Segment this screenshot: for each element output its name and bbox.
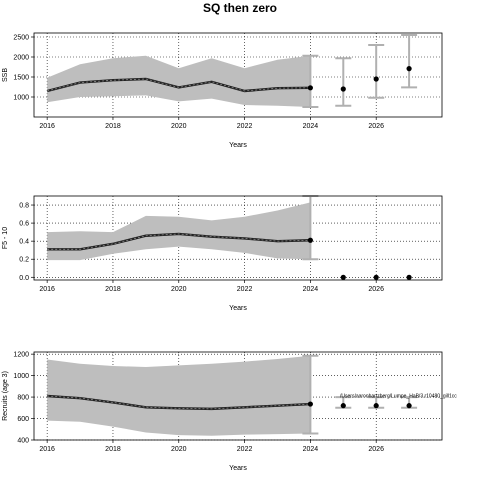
fishing-mortality-axes: 2016 2018 2020 2022 2024 2026 0.0 0.2 0.4 0.6 0.8 (19, 195, 443, 293)
recruits-x-tick-label: 2024 (303, 446, 319, 453)
fishing-mortality-median-dash (47, 233, 311, 250)
recruits-projection-point (406, 403, 412, 409)
recruits-band (47, 355, 311, 436)
ssb-projection-point (406, 66, 412, 72)
fishing-mortality-projection-point (340, 274, 346, 280)
ssb-panel: 2016 2018 2020 2022 2024 2026 1000 1500 2000 2500… (2, 32, 443, 149)
fishing-mortality-x-tick-label: 2024 (303, 286, 319, 293)
fishing-mortality-series (47, 195, 412, 280)
main-title: SQ then zero (203, 1, 277, 15)
recruits-plot-frame (33, 351, 443, 441)
recruits-annotation: /Users/aaronhartzberg/Lumpe_HaB/3.r10480… (340, 394, 457, 400)
recruits-x-tick-label: 2016 (39, 446, 55, 453)
fishing-mortality-y-tick-label: 0.0 (19, 275, 29, 282)
recruits-confidence-band (47, 355, 311, 436)
ssb-median-dash (47, 78, 311, 92)
recruits-series (47, 354, 418, 435)
ssb-x-tick-label: 2024 (303, 123, 319, 130)
fishing-mortality-x-tick-label: 2020 (171, 286, 187, 293)
fishing-mortality-plot-frame (33, 195, 443, 281)
recruits-y-tick-label: 1200 (13, 352, 29, 359)
ssb-projection-point (340, 86, 346, 92)
recruits-projection-point (373, 403, 379, 409)
ssb-y-axis-label: SSB (2, 68, 9, 82)
fishing-mortality-x-tick-label: 2018 (105, 286, 121, 293)
ssb-projection-point (307, 85, 313, 91)
recruits-x-tick-label: 2020 (171, 446, 187, 453)
ssb-y-tick-label: 1500 (13, 75, 29, 82)
recruits-median-dash (47, 395, 311, 410)
ssb-plot-frame (33, 32, 443, 118)
ssb-y-tick-label: 1000 (13, 95, 29, 102)
recruits-x-tick-label: 2022 (237, 446, 253, 453)
ssb-x-tick-label: 2022 (237, 123, 253, 130)
ssb-band (47, 55, 311, 107)
fishing-mortality-projection-point (406, 274, 412, 280)
fishing-mortality-x-tick-label: 2026 (368, 286, 384, 293)
fishing-mortality-x-axis-label: Years (229, 305, 247, 312)
recruits-x-tick-label: 2026 (368, 446, 384, 453)
ssb-x-tick-label: 2018 (105, 123, 121, 130)
fishing-mortality-projection-point (307, 237, 313, 243)
ssb-x-axis-label: Years (229, 142, 247, 149)
fishing-mortality-projection-point (373, 274, 379, 280)
recruits-axes: 2016 2018 2020 2022 2024 2026 400 600 800 1000 120… (13, 351, 443, 453)
ssb-series (46, 34, 418, 108)
ssb-axes: 2016 2018 2020 2022 2024 2026 1000 1500 2000 2500 (13, 32, 443, 130)
fishing-mortality-band (47, 202, 311, 261)
recruits-x-tick-label: 2018 (105, 446, 121, 453)
ssb-x-tick-label: 2020 (171, 123, 187, 130)
ssb-y-tick-label: 2500 (13, 35, 29, 42)
recruits-y-axis-label: Recruits (age 3) (2, 371, 9, 421)
fishing-mortality-panel: 2016 2018 2020 2022 2024 20260.00.20.40.60.8 … (2, 195, 443, 312)
fishing-mortality-y-tick-label: 0.4 (19, 239, 29, 246)
ssb-x-tick-label: 2016 (39, 123, 55, 130)
recruits-y-tick-label: 400 (17, 438, 29, 445)
recruits-projection-point (307, 401, 313, 407)
recruits-y-tick-label: 800 (17, 395, 29, 402)
recruits-x-axis-label: Years (229, 465, 247, 472)
fishing-mortality-y-tick-label: 0.2 (19, 257, 29, 264)
fishing-mortality-y-tick-label: 0.6 (19, 221, 29, 228)
fishing-mortality-x-tick-label: 2022 (237, 286, 253, 293)
fishing-mortality-confidence-band (47, 202, 311, 261)
ssb-confidence-band (47, 55, 311, 107)
ssb-projection-point (373, 76, 379, 82)
fishing-mortality-y-axis-label: F5 - 10 (2, 227, 9, 249)
recruits-y-tick-label: 600 (17, 416, 29, 423)
ssb-x-tick-label: 2026 (368, 123, 384, 130)
recruits-y-tick-label: 1000 (13, 373, 29, 380)
fishing-mortality-x-tick-label: 2016 (39, 286, 55, 293)
recruits-projection-point (340, 403, 346, 409)
recruits-panel: 2016 2018 2020 2022 2024 2026 400 600 800 1000 120… (2, 351, 457, 472)
ssb-y-tick-label: 2000 (13, 55, 29, 62)
fishing-mortality-y-tick-label: 0.8 (19, 203, 29, 210)
